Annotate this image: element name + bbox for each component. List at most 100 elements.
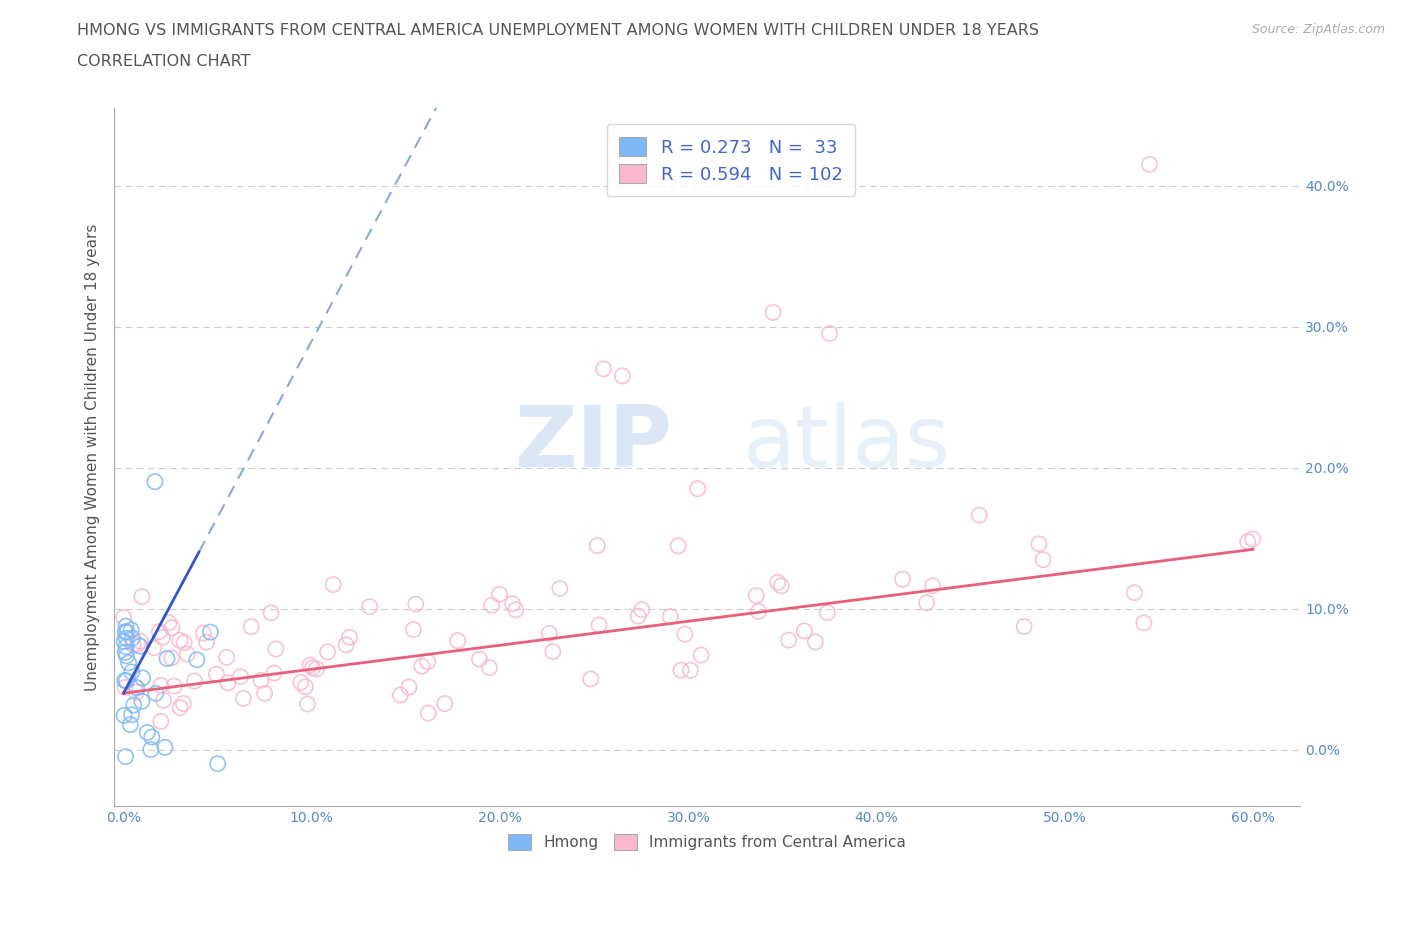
Point [115, 648, 138, 663]
Point [121, 665, 143, 680]
Point [114, 644, 136, 659]
Point [186, 652, 208, 667]
Point [762, 305, 785, 320]
Point [505, 603, 527, 618]
Point [149, 678, 172, 693]
Point [143, 474, 166, 489]
Point [169, 632, 191, 647]
Point [148, 624, 170, 639]
Point [260, 605, 283, 620]
Point [129, 634, 152, 649]
Point [115, 631, 138, 645]
Point [129, 639, 152, 654]
Point [686, 481, 709, 496]
Point [114, 680, 136, 695]
Text: HMONG VS IMMIGRANTS FROM CENTRAL AMERICA UNEMPLOYMENT AMONG WOMEN WITH CHILDREN : HMONG VS IMMIGRANTS FROM CENTRAL AMERICA… [77, 23, 1039, 38]
Point [169, 700, 191, 715]
Point [659, 609, 682, 624]
Point [778, 632, 800, 647]
Point [297, 697, 319, 711]
Point [163, 679, 186, 694]
Point [114, 673, 136, 688]
Point [548, 581, 571, 596]
Text: atlas: atlas [742, 402, 950, 485]
Point [389, 687, 412, 702]
Point [433, 697, 456, 711]
Point [240, 619, 263, 634]
Point [804, 634, 827, 649]
Point [160, 620, 183, 635]
Point [114, 624, 136, 639]
Point [176, 646, 198, 661]
Point [193, 626, 215, 641]
Point [335, 637, 357, 652]
Y-axis label: Unemployment Among Women with Children Under 18 years: Unemployment Among Women with Children U… [86, 223, 100, 691]
Point [745, 588, 768, 603]
Point [416, 655, 439, 670]
Point [891, 572, 914, 587]
Point [125, 681, 148, 696]
Point [921, 578, 943, 593]
Point [818, 326, 841, 341]
Point [679, 663, 702, 678]
Point [1123, 585, 1146, 600]
Point [299, 658, 322, 672]
Point [183, 673, 205, 688]
Point [264, 642, 287, 657]
Point [115, 625, 138, 640]
Point [766, 575, 789, 590]
Point [160, 650, 183, 665]
Point [195, 634, 218, 649]
Point [478, 660, 501, 675]
Point [586, 538, 609, 553]
Text: ZIP: ZIP [513, 402, 672, 485]
Point [207, 756, 229, 771]
Point [592, 362, 614, 377]
Point [1028, 537, 1050, 551]
Point [121, 631, 143, 645]
Point [538, 626, 561, 641]
Point [115, 640, 138, 655]
Point [488, 587, 510, 602]
Point [666, 538, 689, 553]
Point [114, 750, 136, 764]
Point [145, 685, 167, 700]
Point [541, 644, 564, 659]
Point [627, 608, 650, 623]
Point [398, 680, 420, 695]
Point [115, 673, 138, 688]
Point [747, 604, 769, 619]
Point [967, 508, 990, 523]
Point [305, 661, 328, 676]
Point [447, 633, 470, 648]
Point [290, 675, 312, 690]
Point [131, 694, 153, 709]
Point [157, 616, 180, 631]
Point [120, 622, 142, 637]
Point [690, 647, 713, 662]
Point [200, 625, 222, 640]
Point [673, 627, 696, 642]
Point [232, 691, 254, 706]
Point [359, 599, 381, 614]
Point [131, 671, 153, 685]
Point [579, 671, 602, 686]
Point [915, 595, 938, 610]
Point [339, 630, 361, 644]
Point [1133, 616, 1156, 631]
Point [316, 644, 339, 659]
Text: CORRELATION CHART: CORRELATION CHART [77, 54, 250, 69]
Point [612, 368, 634, 383]
Point [1032, 552, 1054, 567]
Point [139, 742, 162, 757]
Text: Source: ZipAtlas.com: Source: ZipAtlas.com [1251, 23, 1385, 36]
Point [294, 679, 316, 694]
Point [205, 667, 228, 682]
Point [112, 610, 135, 625]
Point [468, 652, 491, 667]
Point [217, 675, 239, 690]
Point [1139, 157, 1161, 172]
Point [215, 650, 238, 665]
Point [131, 590, 153, 604]
Point [156, 651, 179, 666]
